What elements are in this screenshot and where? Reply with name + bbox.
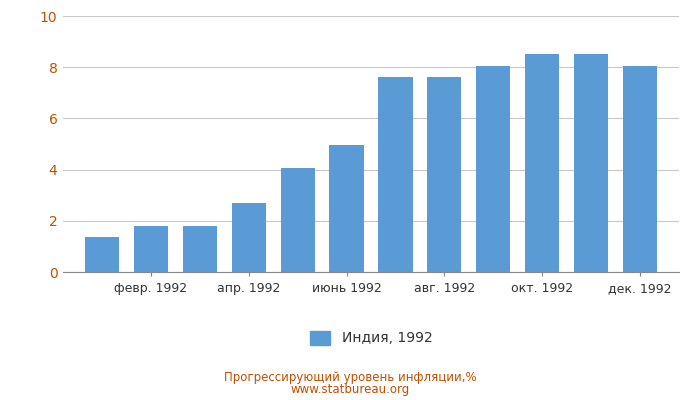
Bar xyxy=(623,66,657,272)
Bar xyxy=(330,145,364,272)
Bar xyxy=(134,226,168,272)
Bar xyxy=(378,78,412,272)
Bar xyxy=(476,66,510,272)
Legend: Индия, 1992: Индия, 1992 xyxy=(304,325,438,351)
Bar xyxy=(85,238,119,272)
Bar xyxy=(183,226,217,272)
Bar xyxy=(232,203,266,272)
Text: www.statbureau.org: www.statbureau.org xyxy=(290,384,410,396)
Bar xyxy=(525,54,559,272)
Bar xyxy=(427,78,461,272)
Bar xyxy=(574,54,608,272)
Bar xyxy=(281,168,315,272)
Text: Прогрессирующий уровень инфляции,%: Прогрессирующий уровень инфляции,% xyxy=(224,372,476,384)
